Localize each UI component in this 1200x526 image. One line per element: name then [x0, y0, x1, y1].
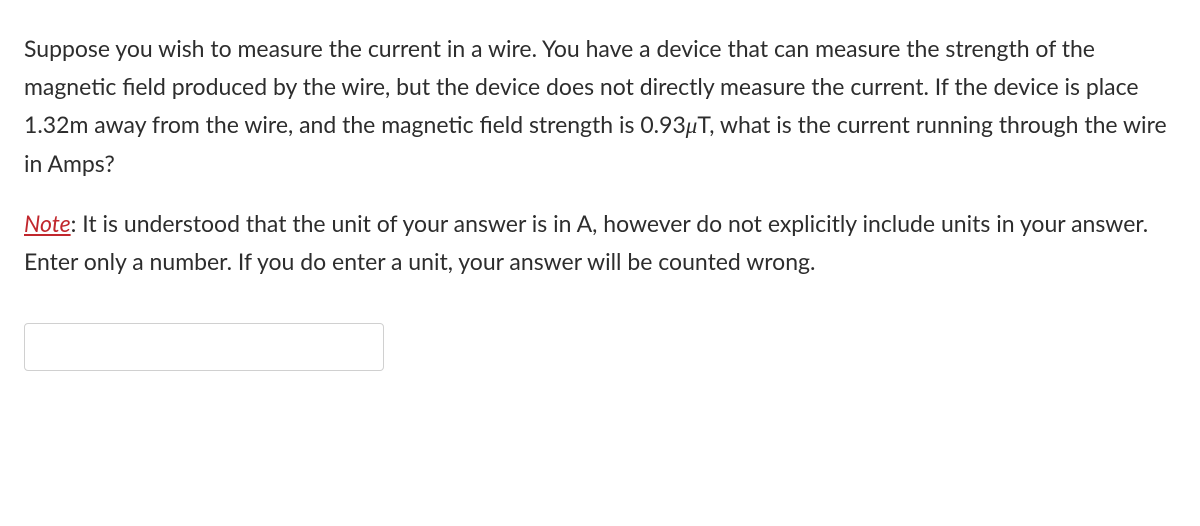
note-colon: : — [71, 209, 83, 237]
note-body: It is understood that the unit of your a… — [24, 209, 1148, 275]
question-body: Suppose you wish to measure the current … — [24, 30, 1176, 183]
mu-symbol: μ — [686, 113, 698, 138]
note-label: Note — [24, 209, 71, 237]
answer-input[interactable] — [24, 323, 384, 371]
note-block: Note: It is understood that the unit of … — [24, 205, 1176, 281]
